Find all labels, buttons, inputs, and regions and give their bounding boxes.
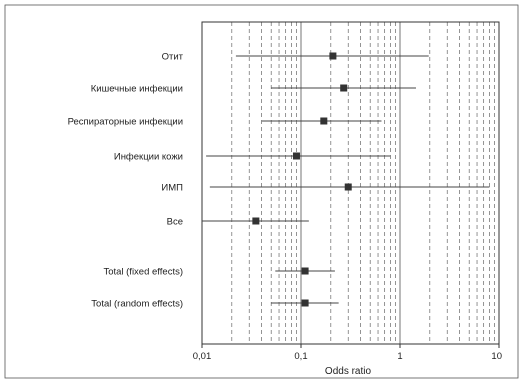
point-estimate-marker xyxy=(252,217,260,225)
row-label: Total (random effects) xyxy=(91,299,183,310)
x-axis-ticks: 0,01 0,1 1 10 xyxy=(193,344,502,362)
point-estimate-marker xyxy=(340,84,348,92)
point-estimate-marker xyxy=(329,52,337,60)
row-label: Респираторные инфекции xyxy=(68,117,183,128)
row-label: Все xyxy=(167,217,183,228)
grid-lines xyxy=(231,22,495,344)
row-label: ИМП xyxy=(161,183,183,194)
x-tick-label: 0,01 xyxy=(193,351,212,362)
point-estimate-marker xyxy=(301,267,309,275)
row-label: Кишечные инфекции xyxy=(91,84,183,95)
row-label: Отит xyxy=(162,52,184,63)
row-label: Total (fixed effects) xyxy=(103,267,183,278)
point-estimate-marker xyxy=(301,299,309,307)
row-label: Инфекции кожи xyxy=(114,152,183,163)
point-estimate-marker xyxy=(320,117,328,125)
x-axis-label: Odds ratio xyxy=(325,366,372,377)
x-tick-label: 10 xyxy=(491,351,502,362)
figure-frame xyxy=(4,4,519,379)
point-estimate-marker xyxy=(344,183,352,191)
x-tick-label: 0,1 xyxy=(294,351,307,362)
point-estimate-marker xyxy=(292,152,300,160)
x-tick-label: 1 xyxy=(397,351,402,362)
study-rows: Отит Кишечные инфекции Респираторные инфек… xyxy=(68,52,490,310)
plot-frame xyxy=(201,21,500,345)
